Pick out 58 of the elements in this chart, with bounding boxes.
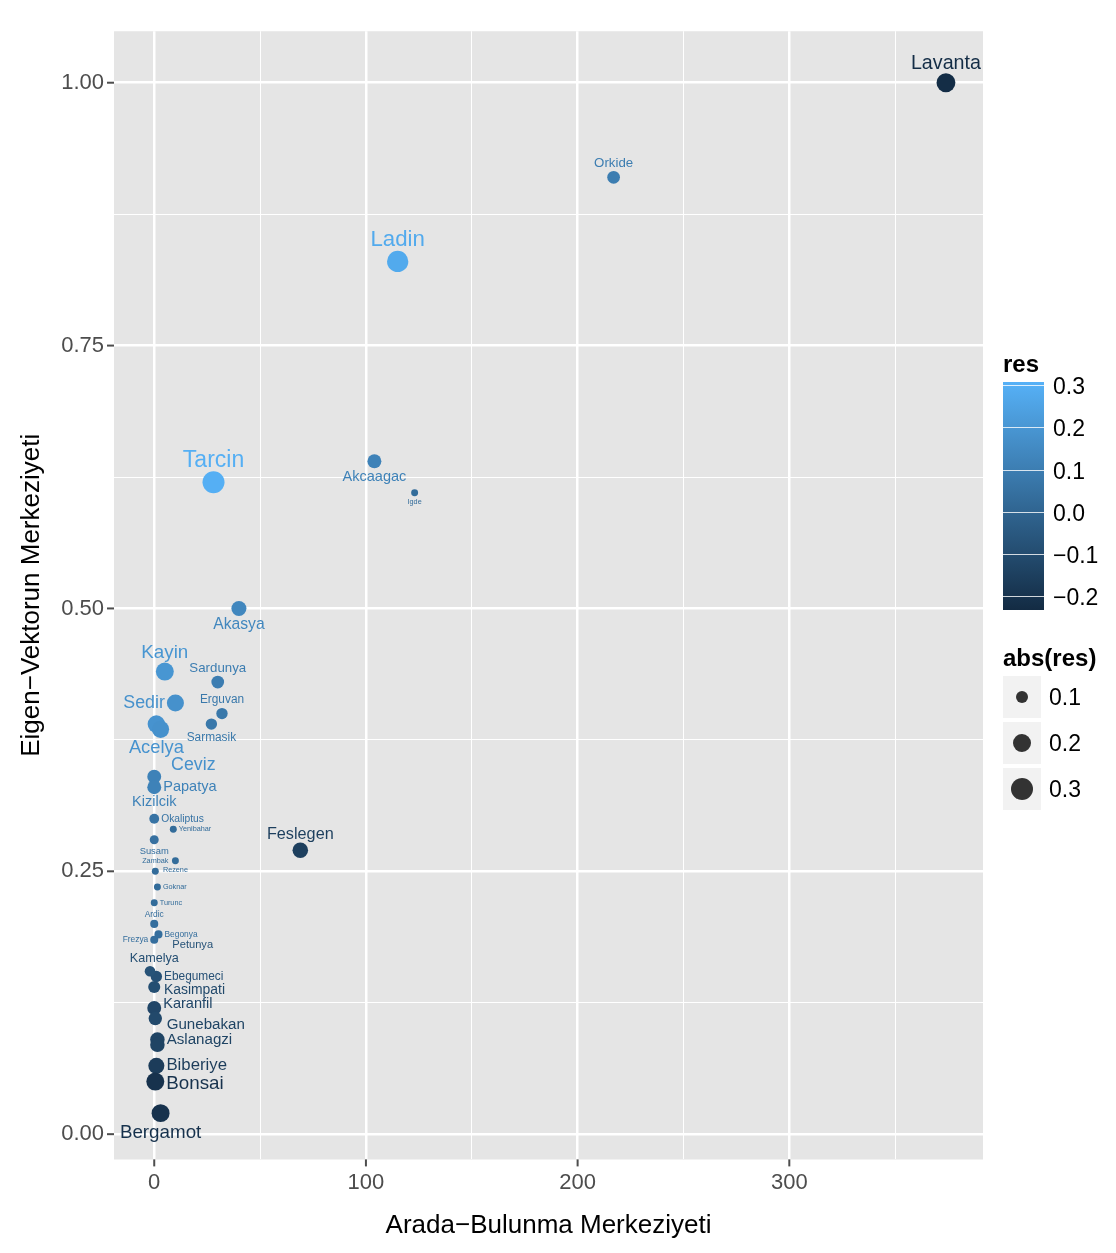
color-bar-label: 0.0: [1053, 498, 1085, 527]
data-label: Kamelya: [129, 950, 179, 965]
point: [148, 980, 161, 993]
point: [205, 718, 218, 730]
x-tick-label: 0: [148, 1168, 161, 1194]
point: [144, 965, 156, 977]
data-label: Sardunya: [189, 660, 247, 676]
data-label: Akasya: [213, 615, 265, 633]
data-label: Ardic: [144, 908, 164, 919]
data-label: Biberiye: [166, 1055, 228, 1075]
data-label: Lavanta: [910, 51, 982, 74]
color-bar-label: 0.1: [1053, 456, 1085, 485]
data-label: Ebegumeci: [164, 968, 224, 983]
data-label: Erguvan: [199, 691, 245, 706]
data-label: Papatya: [163, 778, 218, 795]
color-bar-label: 0.3: [1053, 372, 1085, 401]
color-bar-label: −0.1: [1053, 541, 1099, 570]
legend-label: 0.3: [1049, 775, 1081, 803]
data-label: Frezya: [122, 933, 149, 944]
data-label: Tarcin: [182, 445, 245, 472]
data-label: Kizilcik: [132, 793, 178, 810]
point: [607, 171, 620, 184]
point: [216, 707, 228, 720]
data-label: Okaliptus: [161, 812, 204, 824]
x-tick-label: 100: [347, 1168, 385, 1194]
x-tick-label: 200: [559, 1168, 596, 1194]
data-label: Akcaagac: [342, 467, 407, 484]
color-bar-label: −0.2: [1053, 583, 1099, 612]
legend-label: 0.1: [1049, 683, 1081, 711]
point: [211, 675, 225, 689]
data-label: Orkide: [594, 155, 634, 171]
y-axis-title: Eigen−Vektorun Merkeziyeti: [14, 433, 45, 757]
x-axis-title: Arada−Bulunma Merkeziyeti: [385, 1208, 712, 1239]
x-tick-label: 300: [770, 1168, 808, 1194]
legend-label: 0.2: [1049, 729, 1081, 757]
data-label: Bergamot: [119, 1121, 203, 1142]
point: [147, 780, 162, 795]
color-bar-title: res: [1003, 350, 1040, 377]
point: [367, 454, 382, 469]
y-tick-label: 1.00: [61, 68, 105, 94]
data-label: Susam: [139, 845, 170, 857]
y-tick-label: 0.25: [61, 857, 105, 883]
data-label: Gunebakan: [166, 1014, 245, 1032]
data-label: Sedir: [123, 691, 165, 712]
legend-title: abs(res): [1003, 644, 1097, 672]
y-tick-label: 0.75: [61, 331, 105, 357]
y-tick-label: 0.00: [61, 1120, 105, 1146]
data-label: Begonya: [164, 928, 198, 939]
data-label: Kayin: [141, 641, 189, 663]
data-label: Petunya: [172, 938, 214, 951]
data-label: Feslegen: [266, 823, 334, 842]
data-label: Aslanagzi: [166, 1029, 233, 1047]
point: [148, 1011, 162, 1026]
y-tick-label: 0.50: [61, 594, 105, 620]
data-label: Ladin: [370, 226, 425, 252]
color-bar-label: 0.2: [1053, 414, 1085, 443]
data-label: Sarmasik: [186, 730, 237, 745]
point: [231, 600, 247, 616]
